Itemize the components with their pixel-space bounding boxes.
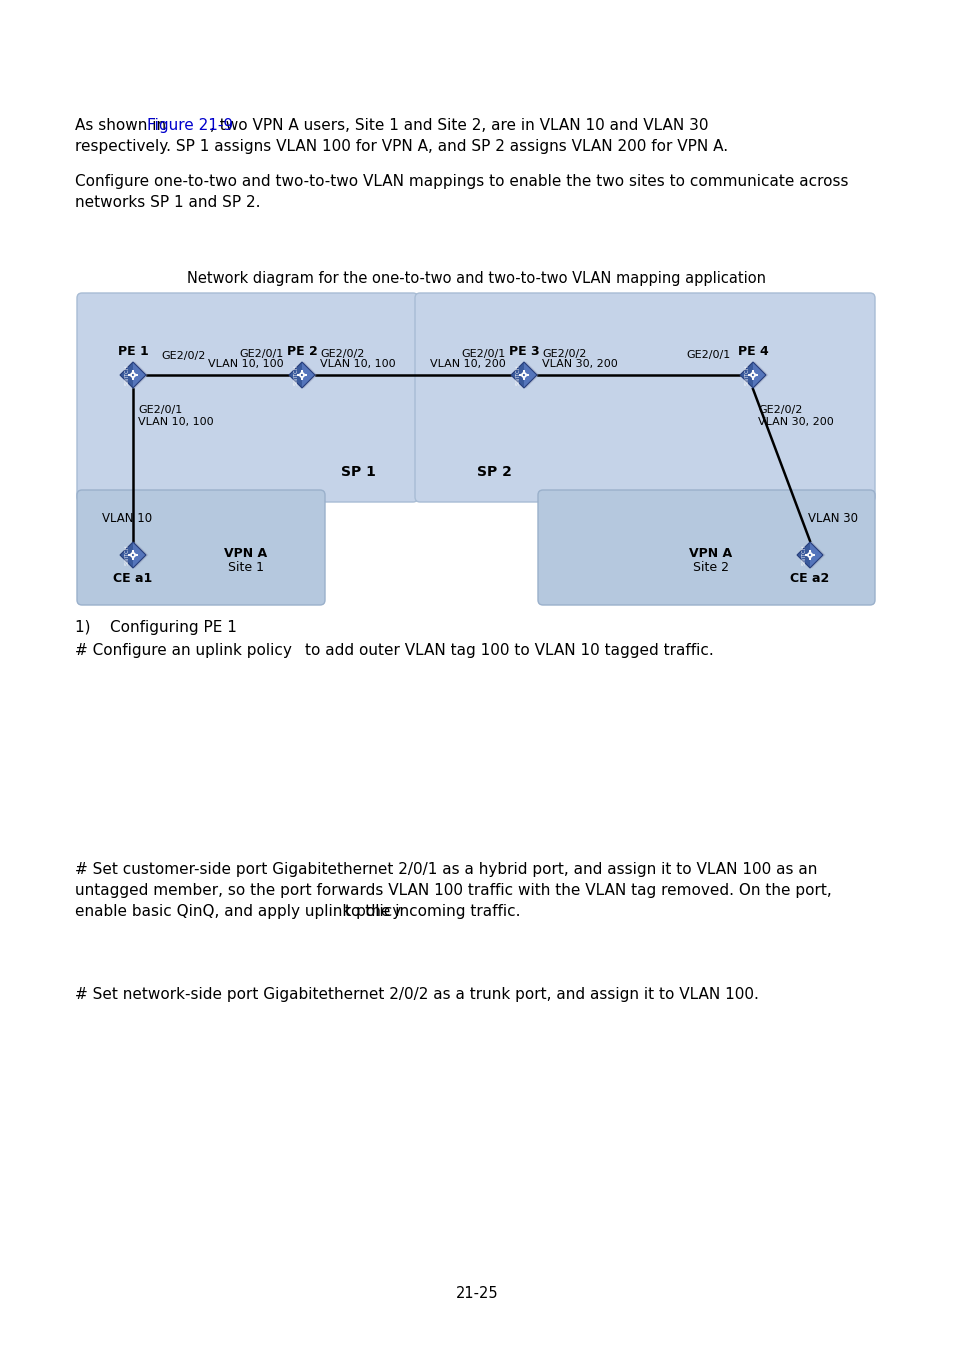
- Text: SWITCH: SWITCH: [744, 364, 749, 385]
- Polygon shape: [740, 362, 752, 387]
- Text: PE 1: PE 1: [117, 346, 149, 358]
- Polygon shape: [512, 362, 539, 389]
- Text: GE2/0/2: GE2/0/2: [161, 351, 205, 360]
- Text: networks SP 1 and SP 2.: networks SP 1 and SP 2.: [75, 194, 260, 211]
- Text: GE2/0/1: GE2/0/1: [138, 405, 182, 414]
- Polygon shape: [796, 541, 809, 568]
- Text: , two VPN A users, Site 1 and Site 2, are in VLAN 10 and VLAN 30: , two VPN A users, Site 1 and Site 2, ar…: [210, 117, 708, 134]
- Text: SP 1: SP 1: [340, 464, 375, 479]
- Text: Configure one-to-two and two-to-two VLAN mappings to enable the two sites to com: Configure one-to-two and two-to-two VLAN…: [75, 174, 847, 189]
- Text: # Set customer-side port Gigabitethernet 2/0/1 as a hybrid port, and assign it t: # Set customer-side port Gigabitethernet…: [75, 863, 817, 878]
- FancyBboxPatch shape: [77, 293, 417, 502]
- Text: GE2/0/1: GE2/0/1: [239, 350, 284, 359]
- Polygon shape: [121, 362, 149, 389]
- Text: Figure 21-9: Figure 21-9: [147, 117, 233, 134]
- FancyBboxPatch shape: [537, 490, 874, 605]
- Polygon shape: [289, 362, 302, 387]
- Text: VLAN 10, 100: VLAN 10, 100: [208, 359, 284, 369]
- Text: SWITCH: SWITCH: [516, 364, 520, 385]
- Text: VLAN 30, 200: VLAN 30, 200: [758, 417, 833, 427]
- Text: CE a1: CE a1: [113, 572, 152, 585]
- Polygon shape: [523, 362, 537, 387]
- Polygon shape: [120, 541, 132, 568]
- Text: PE 3: PE 3: [508, 346, 538, 358]
- Polygon shape: [302, 362, 314, 387]
- Text: SWITCH: SWITCH: [294, 364, 298, 385]
- Text: # Configure an uplink policy: # Configure an uplink policy: [75, 643, 292, 657]
- Text: SWITCH: SWITCH: [125, 364, 130, 385]
- Text: enable basic QinQ, and apply uplink policy: enable basic QinQ, and apply uplink poli…: [75, 904, 401, 919]
- Text: VPN A: VPN A: [689, 547, 732, 560]
- Text: CE a2: CE a2: [789, 572, 829, 585]
- FancyBboxPatch shape: [77, 490, 325, 605]
- Text: VPN A: VPN A: [224, 547, 267, 560]
- Text: SP 2: SP 2: [476, 464, 511, 479]
- Text: VLAN 10, 100: VLAN 10, 100: [319, 359, 395, 369]
- Polygon shape: [511, 362, 523, 387]
- Polygon shape: [290, 362, 317, 389]
- Text: VLAN 10, 200: VLAN 10, 200: [430, 359, 505, 369]
- Text: GE2/0/2: GE2/0/2: [541, 350, 586, 359]
- Text: to the incoming traffic.: to the incoming traffic.: [345, 904, 520, 919]
- Polygon shape: [121, 541, 149, 568]
- Text: VLAN 30: VLAN 30: [807, 512, 857, 525]
- FancyBboxPatch shape: [415, 293, 874, 502]
- Polygon shape: [132, 541, 146, 568]
- Text: # Set network-side port Gigabitethernet 2/0/2 as a trunk port, and assign it to : # Set network-side port Gigabitethernet …: [75, 987, 758, 1002]
- Text: VLAN 10, 100: VLAN 10, 100: [138, 417, 213, 427]
- Text: GE2/0/2: GE2/0/2: [758, 405, 801, 414]
- Polygon shape: [132, 362, 146, 387]
- Text: VLAN 30, 200: VLAN 30, 200: [541, 359, 618, 369]
- Polygon shape: [809, 541, 822, 568]
- Text: 21-25: 21-25: [456, 1285, 497, 1300]
- Text: SWITCH: SWITCH: [125, 544, 130, 566]
- Text: untagged member, so the port forwards VLAN 100 traffic with the VLAN tag removed: untagged member, so the port forwards VL…: [75, 883, 831, 898]
- Text: respectively. SP 1 assigns VLAN 100 for VPN A, and SP 2 assigns VLAN 200 for VPN: respectively. SP 1 assigns VLAN 100 for …: [75, 139, 727, 154]
- Text: SWITCH: SWITCH: [801, 544, 806, 566]
- Polygon shape: [740, 362, 768, 389]
- Text: Site 1: Site 1: [228, 562, 264, 574]
- Text: GE2/0/1: GE2/0/1: [686, 350, 730, 360]
- Polygon shape: [120, 362, 132, 387]
- Text: GE2/0/1: GE2/0/1: [461, 350, 505, 359]
- Text: PE 2: PE 2: [286, 346, 317, 358]
- Polygon shape: [798, 541, 824, 568]
- Text: to add outer VLAN tag 100 to VLAN 10 tagged traffic.: to add outer VLAN tag 100 to VLAN 10 tag…: [305, 643, 713, 657]
- Text: Network diagram for the one-to-two and two-to-two VLAN mapping application: Network diagram for the one-to-two and t…: [188, 270, 765, 285]
- Text: PE 4: PE 4: [737, 346, 767, 358]
- Polygon shape: [752, 362, 765, 387]
- Text: Site 2: Site 2: [692, 562, 728, 574]
- Text: 1)    Configuring PE 1: 1) Configuring PE 1: [75, 620, 236, 634]
- Text: GE2/0/2: GE2/0/2: [319, 350, 364, 359]
- Text: VLAN 10: VLAN 10: [102, 512, 152, 525]
- Text: As shown in: As shown in: [75, 117, 171, 134]
